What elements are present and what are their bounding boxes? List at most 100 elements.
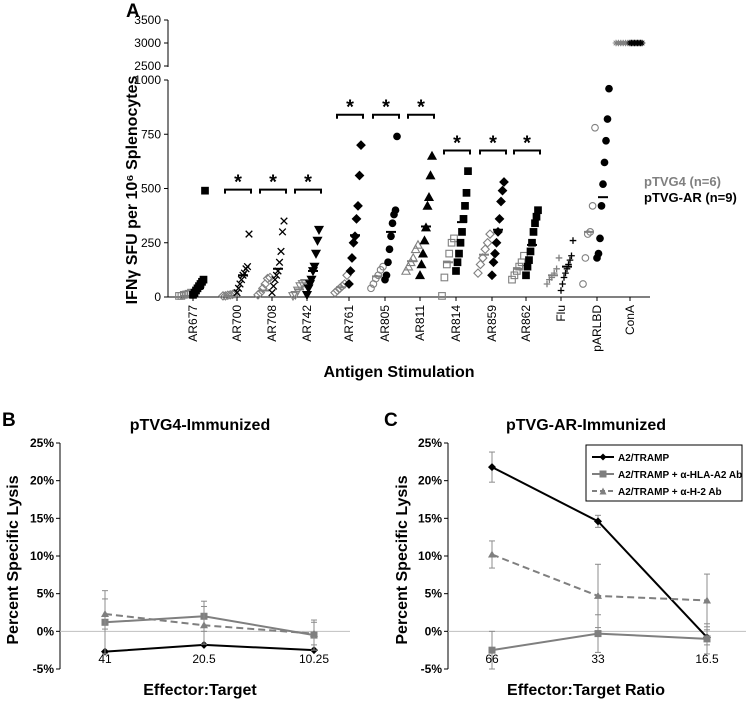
point-ar814	[440, 273, 449, 282]
point-marker	[200, 621, 208, 629]
y-tick-label: 0%	[425, 624, 443, 638]
legend-marker	[599, 453, 607, 461]
point-ar805	[387, 232, 395, 241]
point-ar811	[412, 239, 424, 249]
point-ar811	[419, 235, 430, 245]
point-ar862	[531, 219, 539, 228]
point-ar859	[494, 214, 505, 224]
point-ar862	[532, 212, 541, 221]
point-ar811	[422, 200, 433, 210]
point-parlbd	[594, 249, 603, 258]
point-ar761	[330, 287, 340, 298]
point-ar862	[522, 271, 530, 280]
point-parlbd	[603, 115, 612, 123]
significance-star-ar708: *	[269, 172, 277, 194]
x-tick-label-parlbd: pARLBD	[590, 305, 604, 352]
point-parlbd	[591, 123, 599, 132]
point-flu	[562, 269, 569, 277]
x-tick-label: 33	[591, 652, 605, 666]
point-ar859	[497, 185, 508, 196]
point-ar814	[453, 258, 462, 267]
y-tick-label: -5%	[421, 662, 443, 676]
point-flu	[559, 280, 566, 288]
significance-bracket-ar811	[407, 113, 435, 119]
y-tick-label: 15%	[30, 511, 54, 525]
x-tick-label-ar761: AR761	[342, 305, 356, 342]
point-ar862	[526, 247, 535, 256]
significance-bracket-ar805	[372, 113, 400, 119]
point-ar811	[403, 261, 414, 271]
legend-entry-1: pTVG-AR (n=9)	[644, 190, 737, 205]
point-marker	[200, 640, 208, 649]
point-ar814	[438, 292, 446, 300]
significance-bracket-ar708	[259, 188, 287, 194]
point-ar708	[265, 272, 275, 283]
series-ptvg4	[175, 39, 632, 302]
y-tick-label: 20%	[418, 474, 442, 488]
point-ar761	[348, 237, 359, 248]
point-ar761	[351, 214, 362, 224]
point-ar805	[388, 219, 397, 228]
point-ar742	[301, 290, 313, 301]
series-line-h2	[491, 553, 708, 602]
point-ar811	[414, 270, 426, 280]
point-ar859	[480, 244, 491, 255]
point-ar814	[456, 238, 465, 247]
point-ar700	[225, 289, 236, 300]
point-ar862	[510, 271, 519, 280]
point-ar700	[236, 280, 244, 288]
y-tick-label: 25%	[418, 436, 442, 450]
y-tick-label: 10%	[418, 549, 442, 563]
point-ar814	[455, 249, 463, 258]
panel-a-letter: A	[126, 1, 140, 22]
point-flu	[568, 252, 575, 260]
significance-star-ar700: *	[234, 172, 242, 194]
point-ar814	[461, 202, 469, 210]
point-ar859	[485, 229, 495, 239]
significance-star-ar859: *	[489, 133, 497, 155]
y-tick-label: 25%	[30, 436, 54, 450]
x-tick-label-ar700: AR700	[230, 305, 244, 342]
panel-c-marks	[488, 451, 711, 670]
point-ar859	[473, 268, 483, 279]
point-ar761	[356, 140, 366, 150]
x-tick-label-ar814: AR814	[449, 305, 463, 342]
point-ar700	[245, 230, 253, 238]
point-ar811	[400, 265, 412, 275]
point-ar677	[199, 275, 208, 284]
point-ar708	[269, 282, 278, 290]
significance-bracket-ar742	[294, 188, 322, 194]
point-ar862	[515, 262, 524, 271]
y-tick-label: 5%	[37, 587, 55, 601]
point-marker	[594, 517, 602, 526]
point-ar761	[354, 170, 365, 181]
point-ar859	[496, 196, 506, 207]
y-tick-label: 250	[141, 236, 161, 250]
panel-b-title: pTVG4-Immunized	[130, 417, 270, 434]
significance-bracket-ar761	[336, 113, 364, 119]
significance-star-ar811: *	[417, 97, 425, 119]
point-parlbd	[588, 202, 597, 210]
point-parlbd	[596, 234, 604, 243]
point-ar708	[271, 275, 279, 284]
point-flu	[543, 280, 551, 288]
point-ar805	[379, 262, 387, 271]
significance-star-ar814: *	[453, 133, 461, 155]
point-cona	[638, 39, 646, 47]
point-ar761	[347, 253, 357, 263]
y-tick-label: 2500	[134, 59, 161, 73]
point-ar708	[262, 273, 273, 284]
significance-star-ar805: *	[382, 97, 390, 119]
x-tick-label-flu: Flu	[554, 305, 568, 322]
point-ar814	[462, 188, 471, 197]
point-ar859	[482, 237, 493, 248]
panel-a-marks: * * * * * * * * *	[175, 39, 646, 302]
x-tick-label-ar742: AR742	[300, 305, 314, 342]
x-tick-label: 41	[98, 652, 112, 666]
point-ar859	[491, 237, 502, 248]
point-ar708	[257, 283, 268, 294]
point-ar708	[275, 258, 284, 267]
point-parlbd	[597, 202, 606, 210]
point-ar862	[512, 267, 521, 275]
